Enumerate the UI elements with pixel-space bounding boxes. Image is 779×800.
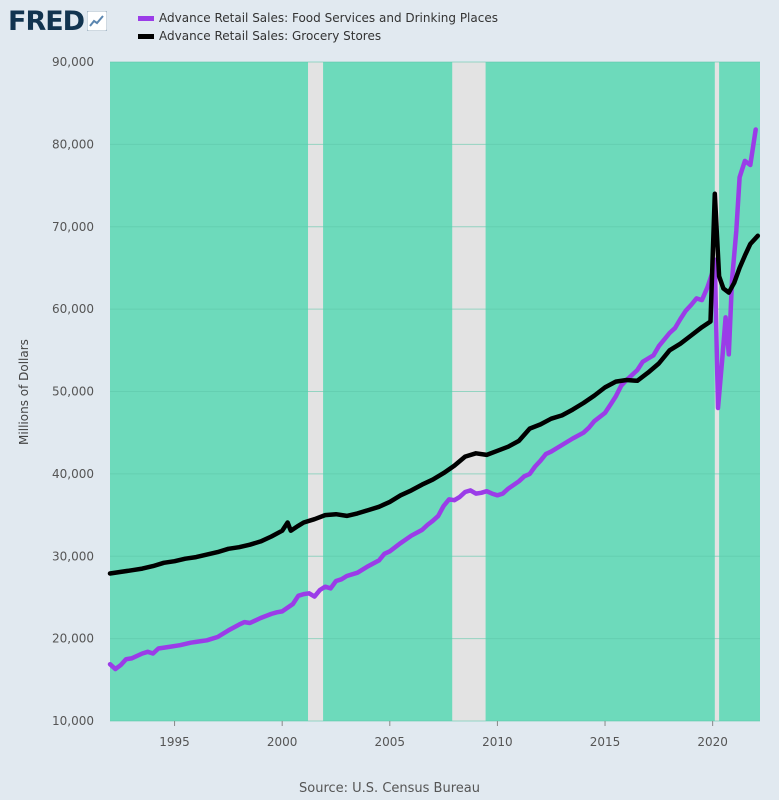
x-tick-label: 2005 (375, 735, 406, 749)
y-tick-label: 30,000 (52, 549, 94, 563)
y-tick-label: 60,000 (52, 302, 94, 316)
x-tick-label: 2020 (697, 735, 728, 749)
legend-item-food-services: Advance Retail Sales: Food Services and … (138, 9, 498, 27)
series-line-grocery-stores (107, 191, 761, 576)
legend-swatch-grocery-stores (138, 33, 154, 39)
y-tick-label: 40,000 (52, 467, 94, 481)
legend-label-food-services: Advance Retail Sales: Food Services and … (159, 11, 498, 25)
fred-logo[interactable]: FRED (8, 4, 108, 38)
legend-item-grocery-stores: Advance Retail Sales: Grocery Stores (138, 27, 498, 45)
y-tick-label: 80,000 (52, 137, 94, 151)
fred-logo-text: FRED (8, 5, 85, 37)
y-tick-label: 90,000 (52, 55, 94, 69)
legend-swatch-food-services (138, 15, 154, 21)
legend-label-grocery-stores: Advance Retail Sales: Grocery Stores (159, 29, 382, 43)
x-tick-label: 2000 (267, 735, 298, 749)
x-tick-label: 2015 (590, 735, 621, 749)
y-tick-label: 10,000 (52, 714, 94, 728)
y-tick-label: 20,000 (52, 632, 94, 646)
series-line-food-services (107, 127, 758, 672)
y-tick-label: 50,000 (52, 385, 94, 399)
y-tick-label: 70,000 (52, 220, 94, 234)
x-tick-label: 1995 (159, 735, 190, 749)
source-note: Source: U.S. Census Bureau (299, 781, 480, 796)
fred-chart-icon (87, 11, 108, 31)
x-tick-label: 2010 (482, 735, 513, 749)
chart-legend: Advance Retail Sales: Food Services and … (138, 9, 498, 45)
chart-header: FRED Advance Retail Sales: Food Services… (0, 0, 779, 48)
